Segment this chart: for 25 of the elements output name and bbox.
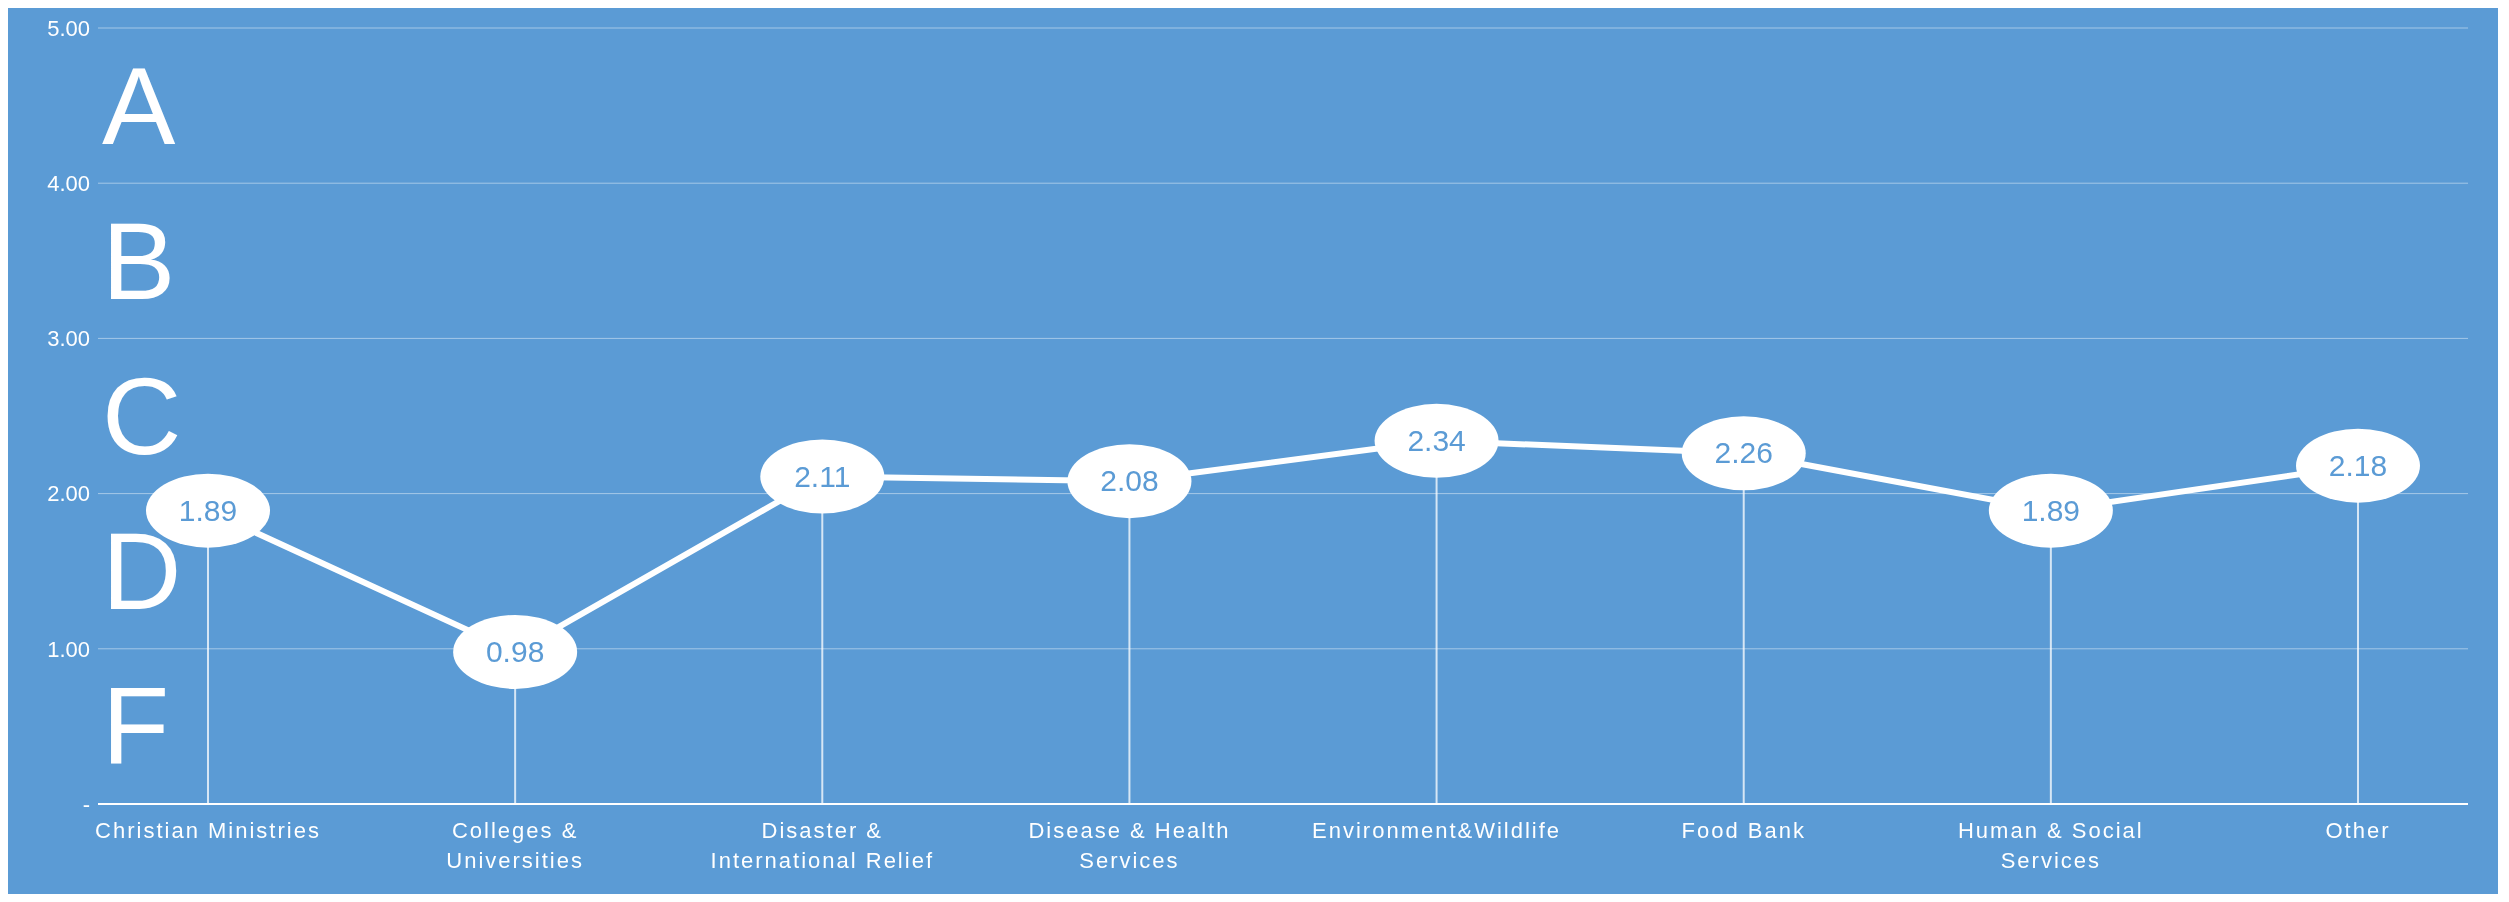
- y-tick-label: 2.00: [47, 481, 90, 507]
- x-tick-label: Disaster & International Relief: [710, 818, 935, 873]
- y-tick-label: 1.00: [47, 636, 90, 662]
- x-tick-label: Christian Ministries: [95, 818, 321, 843]
- x-tick-label: Disease & Health Services: [1028, 818, 1231, 873]
- annotation: C: [102, 354, 182, 478]
- x-tick-label: Human & Social Services: [1957, 818, 2144, 873]
- y-tick-label: 3.00: [47, 326, 90, 352]
- data-label: 2.11: [794, 459, 851, 493]
- data-label: 0.98: [485, 634, 545, 668]
- data-label: 2.18: [2328, 448, 2388, 482]
- x-tick-label: Environment&Wildlife: [1312, 818, 1562, 843]
- y-tick-label: -: [82, 791, 90, 817]
- annotation: A: [102, 43, 176, 168]
- annotation: B: [102, 198, 176, 323]
- y-tick-label: 5.00: [47, 15, 90, 41]
- y-tick-label: 4.00: [47, 171, 90, 197]
- x-tick-label: Other: [2325, 818, 2391, 843]
- data-label: 2.08: [1100, 464, 1159, 498]
- data-label: 1.89: [2021, 493, 2081, 527]
- annotation: F: [102, 664, 170, 789]
- data-label: 2.26: [1714, 436, 1773, 470]
- x-tick-label: Colleges & Universities: [446, 818, 584, 873]
- data-label: 2.34: [1407, 423, 1466, 457]
- x-tick-label: Food Bank: [1681, 818, 1806, 843]
